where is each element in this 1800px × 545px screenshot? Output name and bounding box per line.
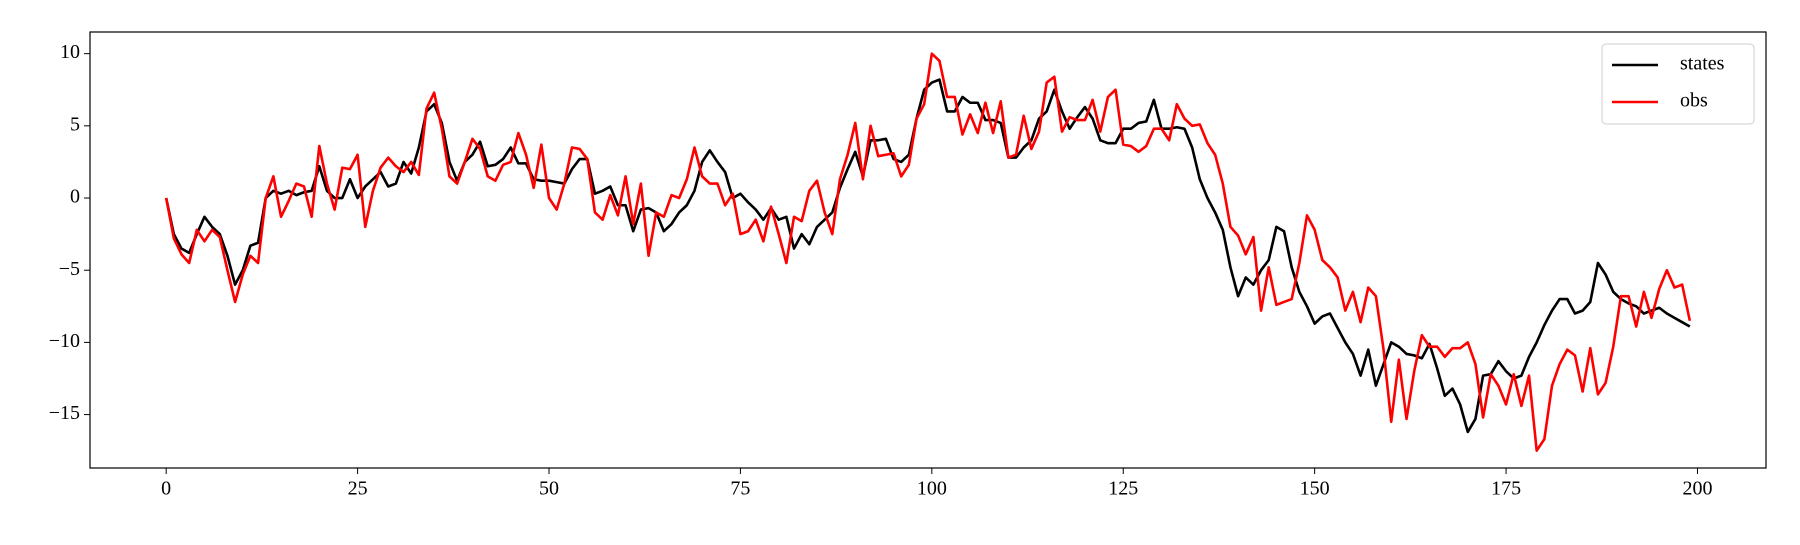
legend-label: states <box>1680 53 1725 75</box>
x-tick-label: 150 <box>1300 478 1330 500</box>
y-tick-label: −5 <box>59 258 80 280</box>
y-tick-label: 5 <box>70 113 80 135</box>
x-tick-label: 175 <box>1491 478 1521 500</box>
y-tick-label: 0 <box>70 186 80 208</box>
series-line <box>164 52 1692 452</box>
x-tick-label: 125 <box>1108 478 1138 500</box>
y-tick-label: −10 <box>49 330 80 352</box>
y-tick-label: 10 <box>60 41 80 63</box>
x-tick-label: 25 <box>348 478 368 500</box>
plot-frame <box>89 31 1767 469</box>
x-tick-label: 100 <box>917 478 947 500</box>
legend: states obs <box>1601 43 1755 125</box>
series-line <box>164 78 1691 434</box>
x-tick-label: 50 <box>539 478 559 500</box>
x-tick-label: 200 <box>1682 478 1712 500</box>
x-tick-label: 75 <box>730 478 750 500</box>
y-tick-label: −15 <box>49 402 80 424</box>
x-tick-label: 0 <box>161 478 171 500</box>
legend-box <box>1601 43 1755 125</box>
legend-label: obs <box>1680 90 1708 112</box>
